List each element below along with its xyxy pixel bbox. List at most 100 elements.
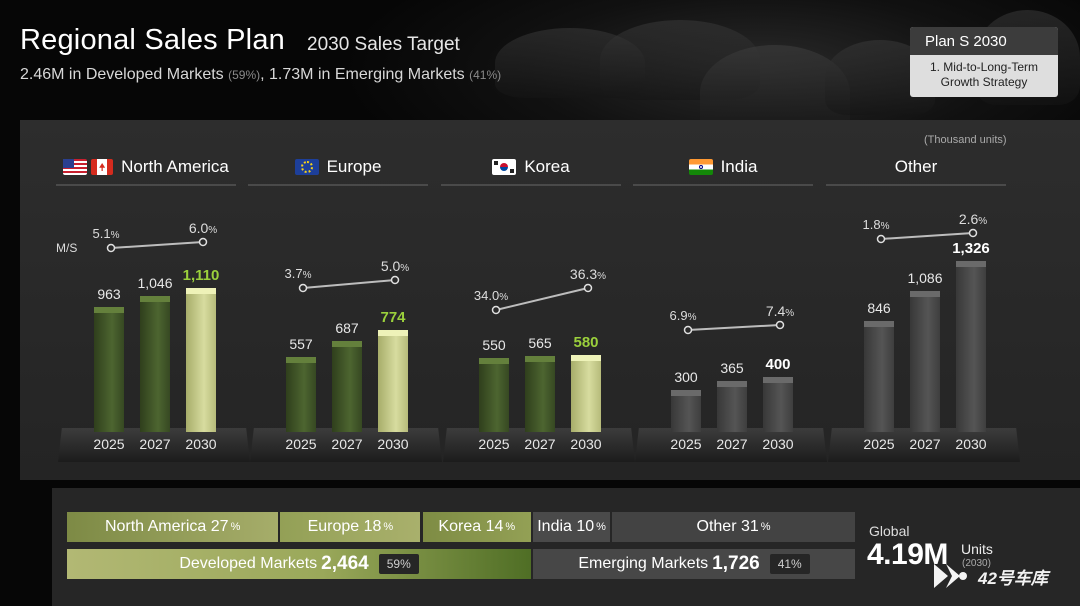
bar-value-label: 400 — [765, 356, 791, 373]
bar-top — [956, 261, 986, 268]
year-label: 2025 — [863, 436, 895, 452]
share-number: 5.0 — [380, 258, 401, 274]
bar-2027 — [910, 291, 940, 432]
region-name: India — [720, 157, 758, 176]
segment-unit: % — [760, 521, 771, 533]
developed-pct: 59% — [378, 554, 419, 574]
year-label: 2027 — [331, 436, 363, 452]
share-unit: % — [400, 263, 410, 274]
segment-unit: % — [230, 521, 241, 533]
summary-emerging-pct: (41%) — [469, 68, 502, 82]
bar-value-label: 1,326 — [952, 240, 990, 258]
year-label: 2030 — [955, 436, 987, 452]
year-label: 2025 — [93, 436, 125, 452]
share-label-2025: 1.8% — [851, 217, 901, 232]
segment-label: Korea — [438, 518, 482, 535]
share-segment-korea: Korea 14% — [422, 512, 532, 542]
share-unit: % — [499, 292, 509, 303]
segment-number: 14 — [485, 518, 504, 535]
segment-unit: % — [596, 521, 606, 533]
bar-2027 — [140, 296, 170, 432]
bar-value-label: 300 — [674, 368, 698, 385]
share-label-2025: 34.0% — [466, 288, 516, 303]
bar-value-label: 557 — [289, 336, 313, 353]
segment-number: 31 — [740, 518, 759, 535]
bar-2030 — [186, 288, 216, 432]
chart-base — [58, 428, 250, 462]
bar-2025 — [864, 321, 894, 432]
share-label-2030: 6.0% — [178, 220, 228, 236]
bar-top — [94, 306, 124, 313]
bar-2027 — [525, 356, 555, 432]
bar-top — [671, 389, 701, 396]
bar-value-label: 550 — [482, 337, 506, 354]
segment-label: Other — [696, 518, 737, 535]
bar-2030 — [378, 330, 408, 432]
bar-2025 — [286, 357, 316, 432]
plan-badge: Plan S 2030 1. Mid-to-Long-Term Growth S… — [910, 27, 1058, 97]
bar-value-label: 1,046 — [137, 275, 173, 292]
emerging-value: 1,726 — [712, 553, 760, 574]
share-label-2030: 2.6% — [948, 211, 998, 227]
developed-markets-segment: Developed Markets 2,464 59% — [67, 549, 532, 579]
year-label: 2025 — [478, 436, 510, 452]
region-name: Korea — [524, 157, 570, 176]
bar-top — [717, 381, 747, 388]
segment-unit: % — [505, 521, 516, 533]
share-segment-other: Other 31% — [612, 512, 855, 542]
bar-top — [378, 330, 408, 337]
bar-top — [479, 358, 509, 365]
chart-base — [250, 428, 442, 462]
share-number: 7.4 — [765, 303, 786, 319]
global-year: (2030) — [962, 558, 991, 569]
share-label-2030: 5.0% — [370, 258, 420, 274]
chart-base — [443, 428, 635, 462]
summary-developed-pct: (59%) — [228, 68, 261, 82]
share-unit: % — [110, 230, 120, 241]
segment-label: India — [537, 518, 572, 535]
summary-emerging: 1.73M in Emerging Markets — [269, 66, 465, 83]
bar-2030 — [763, 377, 793, 432]
canada-flag-icon — [91, 159, 114, 175]
units-note: (Thousand units) — [924, 134, 1007, 146]
share-unit: % — [880, 221, 890, 232]
region-name: North America — [121, 157, 229, 176]
bar-top — [140, 296, 170, 303]
bar-top — [332, 341, 362, 348]
share-number: 2.6 — [958, 211, 979, 227]
market-summary: 2.46M in Developed Markets (59%), 1.73M … — [20, 66, 501, 84]
region-name: Other — [894, 157, 938, 176]
segment-label: Europe — [307, 518, 360, 535]
year-label: 2030 — [185, 436, 217, 452]
korea-flag-icon — [492, 159, 517, 175]
market-share-label: M/S — [56, 241, 78, 255]
bar-value-label: 565 — [528, 335, 552, 352]
plan-badge-line-2: Growth Strategy — [940, 75, 1028, 89]
segment-number: 18 — [363, 518, 382, 535]
developed-label: Developed Markets — [179, 555, 318, 572]
share-segment-north-america: North America 27% — [67, 512, 279, 542]
share-label-2025: 6.9% — [658, 308, 708, 323]
segment-number: 10 — [576, 518, 595, 535]
usa-flag-icon — [63, 159, 88, 175]
share-number: 6.9 — [669, 308, 688, 323]
share-label-2025: 5.1% — [81, 226, 131, 241]
bar-top — [525, 356, 555, 363]
share-number: 3.7 — [284, 266, 303, 281]
year-label: 2027 — [524, 436, 556, 452]
bar-2025 — [479, 358, 509, 432]
plan-badge-body: 1. Mid-to-Long-Term Growth Strategy — [910, 55, 1058, 90]
region-name: Europe — [326, 157, 382, 176]
plan-badge-line-1: 1. Mid-to-Long-Term — [929, 60, 1039, 74]
share-unit: % — [597, 271, 607, 282]
india-flag-icon — [688, 159, 713, 175]
bar-value-label: 580 — [573, 333, 599, 351]
share-label-2030: 7.4% — [755, 303, 805, 319]
segment-number: 27 — [210, 518, 229, 535]
year-label: 2027 — [139, 436, 171, 452]
share-segment-india: India 10% — [533, 512, 611, 542]
year-label: 2027 — [716, 436, 748, 452]
share-segment-europe: Europe 18% — [280, 512, 421, 542]
share-unit: % — [208, 225, 218, 236]
